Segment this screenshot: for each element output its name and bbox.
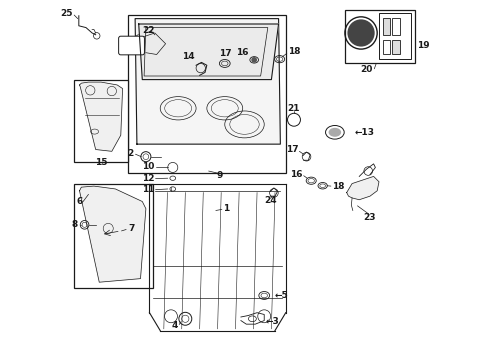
- Text: 11: 11: [142, 185, 154, 194]
- Text: 18: 18: [332, 181, 344, 190]
- Bar: [344, 10, 414, 63]
- Polygon shape: [139, 24, 278, 80]
- Polygon shape: [80, 82, 122, 151]
- Text: 15: 15: [95, 158, 107, 167]
- FancyBboxPatch shape: [119, 36, 144, 55]
- Text: 24: 24: [264, 196, 276, 205]
- Bar: [391, 40, 399, 54]
- Text: 20: 20: [360, 66, 372, 75]
- Circle shape: [251, 57, 257, 63]
- Polygon shape: [80, 186, 145, 282]
- Circle shape: [346, 19, 374, 46]
- Text: 16: 16: [235, 48, 247, 57]
- Polygon shape: [346, 176, 378, 200]
- Bar: [74, 184, 153, 288]
- Text: 10: 10: [142, 162, 154, 171]
- Text: 14: 14: [182, 52, 194, 61]
- Bar: [128, 15, 285, 173]
- Text: 17: 17: [219, 49, 231, 58]
- Text: 19: 19: [416, 41, 428, 50]
- Text: ←13: ←13: [354, 128, 374, 137]
- Bar: [378, 13, 410, 59]
- Bar: [74, 80, 128, 162]
- Text: 21: 21: [287, 104, 300, 113]
- Text: 16: 16: [290, 170, 303, 179]
- Text: 17: 17: [285, 145, 298, 154]
- Ellipse shape: [328, 128, 341, 137]
- Text: 7: 7: [128, 224, 134, 233]
- Text: 6: 6: [76, 197, 82, 206]
- Bar: [382, 40, 389, 54]
- Text: 2: 2: [127, 149, 133, 158]
- Text: 18: 18: [287, 48, 300, 57]
- Text: 25: 25: [61, 9, 73, 18]
- Text: 22: 22: [142, 26, 155, 35]
- Polygon shape: [135, 19, 280, 144]
- Text: 8: 8: [72, 220, 78, 229]
- Text: ←5: ←5: [274, 291, 288, 300]
- Bar: [391, 18, 399, 35]
- Bar: [382, 18, 389, 35]
- Text: 9: 9: [216, 171, 222, 180]
- Text: 4: 4: [171, 321, 178, 330]
- Text: 12: 12: [142, 174, 154, 183]
- Text: ←3: ←3: [265, 317, 279, 326]
- Text: 1: 1: [223, 204, 229, 213]
- Text: 23: 23: [362, 213, 375, 222]
